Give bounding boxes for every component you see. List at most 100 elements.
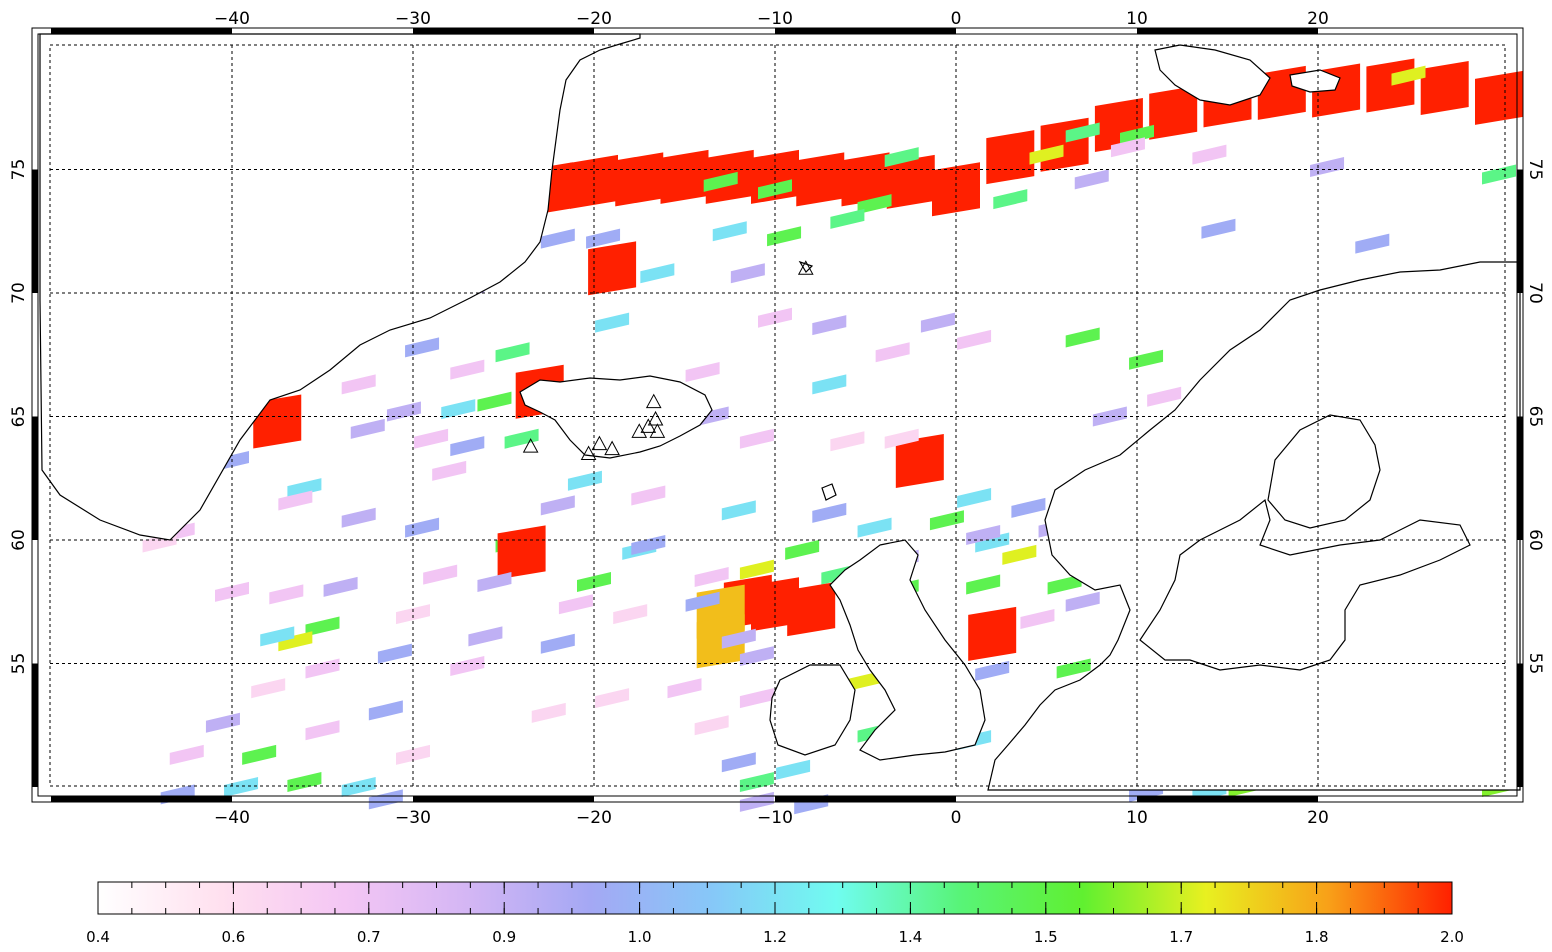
swath-cell xyxy=(450,359,485,380)
triangle-outline-icon xyxy=(647,410,664,426)
swath-cell xyxy=(414,428,449,449)
swath-cell xyxy=(287,772,322,793)
swath-cell xyxy=(1129,349,1164,370)
swath-cell xyxy=(730,263,765,284)
swath-cell xyxy=(341,374,376,395)
lon-tick-label-top: 10 xyxy=(1126,9,1148,29)
swath-cell xyxy=(504,428,539,449)
swath-cell xyxy=(776,759,811,780)
swath-cell xyxy=(468,626,503,647)
swath-cell xyxy=(721,752,756,773)
border-bar-bottom xyxy=(1137,796,1318,802)
swath-cell xyxy=(796,152,845,207)
swath-cell xyxy=(287,478,322,499)
triangle-outline-icon xyxy=(640,418,657,433)
triangle-outline-icon xyxy=(645,393,662,409)
swath-cell xyxy=(1420,60,1469,115)
swath-cell xyxy=(586,228,621,249)
swath-cell xyxy=(450,655,485,676)
triangle-outline-icon xyxy=(522,438,539,453)
swath-cell xyxy=(1011,497,1046,518)
border-bar-right xyxy=(1517,169,1523,293)
border-bar-left xyxy=(32,169,38,293)
swath-cell xyxy=(857,517,892,538)
swath-cell xyxy=(841,152,890,207)
border-bar-bottom xyxy=(775,796,956,802)
swath-cell xyxy=(739,688,774,709)
swath-cell xyxy=(377,643,412,664)
swath-cell xyxy=(531,702,566,723)
border-bar-top xyxy=(775,28,956,34)
swath-cell xyxy=(1310,157,1345,178)
swath-cell xyxy=(694,567,729,588)
colorbar-tick-label: 1.5 xyxy=(1034,928,1058,946)
colorbar-tick-label: 1.2 xyxy=(763,928,787,946)
swath-cell xyxy=(787,582,836,637)
swath-cell xyxy=(1065,591,1100,612)
swath-cell xyxy=(278,631,313,652)
swath-cell xyxy=(830,431,865,452)
volcano-markers xyxy=(522,260,814,461)
lat-tick-label-left: 75 xyxy=(9,159,29,181)
swath-cell xyxy=(558,594,593,615)
swath-cell xyxy=(386,401,421,422)
swath-cell xyxy=(567,470,602,491)
swath-cell xyxy=(224,777,259,797)
swath-cell xyxy=(441,399,476,420)
swath-cell xyxy=(667,678,702,699)
swath-cell xyxy=(696,614,745,669)
swath-cell xyxy=(1074,169,1109,190)
lat-tick-label-right: 70 xyxy=(1525,282,1545,304)
colorbar-tick-label: 2.0 xyxy=(1440,928,1464,946)
swath-cell xyxy=(396,604,430,625)
swath-cell xyxy=(767,226,802,247)
swath-cell xyxy=(1020,609,1055,630)
lon-tick-label-top: −30 xyxy=(395,9,431,29)
swath-cell xyxy=(703,171,738,192)
border-bar-right xyxy=(1517,416,1523,540)
swath-cell xyxy=(1355,233,1390,254)
swath-cell xyxy=(368,789,403,810)
swath-cell xyxy=(812,315,847,336)
swath-cell xyxy=(884,147,919,168)
swath-cell xyxy=(305,658,340,679)
swath-cell xyxy=(957,329,992,350)
swath-cell xyxy=(405,517,440,538)
swath-cell xyxy=(739,559,774,580)
swath-cell xyxy=(1149,85,1198,140)
swath-cell xyxy=(884,428,919,449)
swath-cell xyxy=(739,428,774,449)
swath-cell xyxy=(1120,124,1154,145)
swath-cell xyxy=(631,485,666,506)
swath-cell xyxy=(253,394,302,449)
swath-cell xyxy=(1065,122,1100,143)
swath-cell xyxy=(595,688,630,709)
lon-tick-label-bottom: −20 xyxy=(576,808,612,828)
swath-cell xyxy=(615,152,664,207)
triangle-outline-icon xyxy=(631,423,648,438)
coastline-ireland xyxy=(769,664,856,756)
swath-cell xyxy=(368,700,403,721)
axis-labels: −40 −40 −30 −30 −20 −20 −10 −10 0 0 10 10 20 20 55 55 60… xyxy=(9,9,1545,828)
swath-cell xyxy=(350,418,385,439)
colorbar-tick-label: 1.7 xyxy=(1169,928,1193,946)
swath-cell xyxy=(405,337,440,358)
swath-cell xyxy=(588,241,637,296)
coastline-svalbard xyxy=(1154,44,1271,106)
plot-boundary xyxy=(49,44,1506,787)
swath-cell xyxy=(613,604,648,625)
colorbar: 0.4 0.6 0.7 0.9 1.0 1.2 1.4 1.5 1.7 1.8 2.0 xyxy=(86,881,1464,946)
swath-cell xyxy=(640,263,675,284)
swath-cell xyxy=(423,564,458,585)
swath-cell xyxy=(694,715,729,736)
swath-cell xyxy=(205,712,240,733)
lat-tick-label-right: 55 xyxy=(1525,653,1545,675)
lon-tick-label-bottom: −40 xyxy=(214,808,250,828)
lat-tick-label-left: 55 xyxy=(9,653,29,675)
lon-tick-label-bottom: 10 xyxy=(1126,808,1148,828)
swath-cell xyxy=(1391,65,1426,86)
swath-cell xyxy=(1040,117,1089,172)
border-bar-right xyxy=(1517,663,1523,787)
swath-cell xyxy=(278,490,313,511)
swath-cell xyxy=(957,488,992,509)
